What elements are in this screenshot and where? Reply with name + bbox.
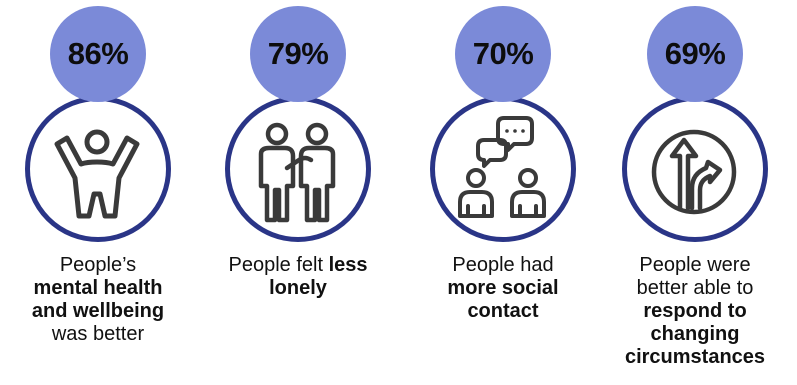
stat-caption: People were better able to respond to ch… xyxy=(624,254,766,368)
stat-social-contact: 70% People had more social contact xyxy=(419,0,599,385)
percentage-badge: 70% xyxy=(455,6,551,102)
stat-caption: People felt less lonely xyxy=(228,254,368,299)
icon-ring xyxy=(430,96,576,242)
percentage-badge: 86% xyxy=(50,6,146,102)
two-people-icon xyxy=(237,112,357,232)
percentage-badge: 79% xyxy=(250,6,346,102)
percentage-value: 79% xyxy=(267,36,329,71)
stat-caption: People had more social contact xyxy=(447,254,559,322)
people-conversation-icon xyxy=(442,112,562,232)
percentage-value: 70% xyxy=(472,36,534,71)
percentage-value: 86% xyxy=(67,36,129,71)
icon-ring xyxy=(225,96,371,242)
percentage-value: 69% xyxy=(664,36,726,71)
direction-arrows-icon xyxy=(634,112,754,232)
stat-mental-health: 86% People’s mental health and wellbeing… xyxy=(14,0,194,385)
percentage-badge: 69% xyxy=(647,6,743,102)
stat-less-lonely: 79% People felt less lonely xyxy=(214,0,394,385)
stat-caption: People’s mental health and wellbeing was… xyxy=(31,254,165,345)
person-arms-raised-icon xyxy=(37,112,157,232)
stat-respond-to-change: 69% People were better able to respond t… xyxy=(611,0,791,385)
